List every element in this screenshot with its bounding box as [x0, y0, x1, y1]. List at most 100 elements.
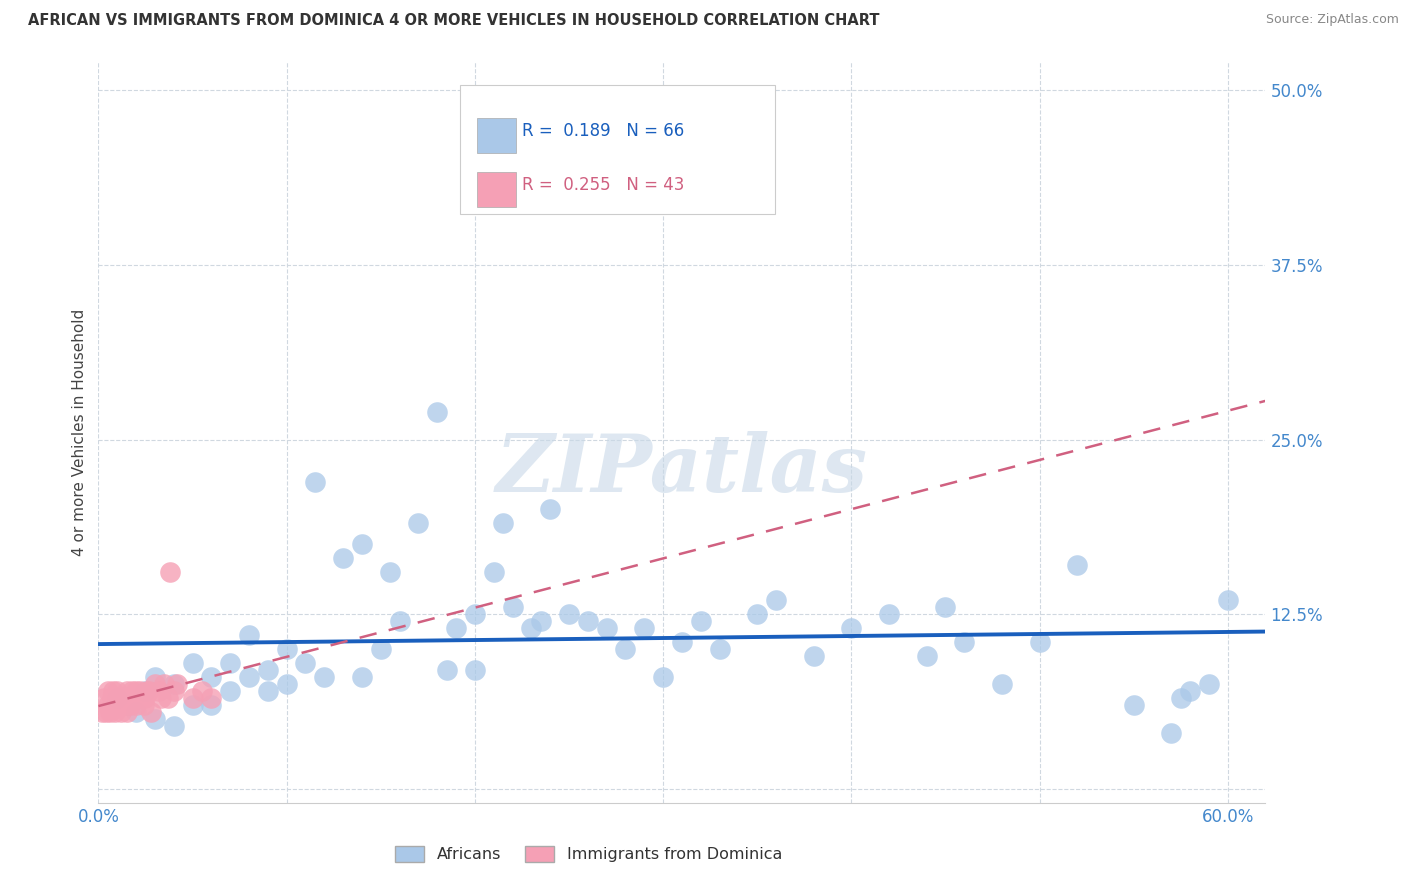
- Point: [1178, 684, 1201, 698]
- Point: [97, 684, 120, 698]
- Point: [1198, 677, 1220, 691]
- Y-axis label: 4 or more Vehicles in Household: 4 or more Vehicles in Household: [72, 309, 87, 557]
- Point: [143, 712, 166, 726]
- Point: [97, 698, 120, 712]
- FancyBboxPatch shape: [477, 172, 516, 207]
- Point: [915, 649, 938, 664]
- Point: [689, 614, 711, 628]
- Point: [122, 691, 145, 706]
- Point: [1028, 635, 1050, 649]
- Point: [103, 684, 125, 698]
- Point: [143, 670, 166, 684]
- Point: [388, 614, 411, 628]
- Point: [256, 684, 278, 698]
- Point: [127, 691, 149, 706]
- Point: [350, 537, 373, 551]
- Point: [538, 502, 561, 516]
- Point: [111, 691, 134, 706]
- Point: [148, 684, 170, 698]
- Point: [117, 691, 139, 706]
- Point: [139, 705, 162, 719]
- Point: [464, 663, 486, 677]
- Point: [163, 677, 186, 691]
- Point: [709, 642, 731, 657]
- Point: [276, 642, 298, 657]
- Point: [159, 566, 181, 580]
- Point: [1066, 558, 1088, 573]
- Point: [444, 621, 467, 635]
- Point: [153, 677, 176, 691]
- Point: [652, 670, 675, 684]
- Point: [671, 635, 693, 649]
- Point: [181, 656, 204, 670]
- Point: [595, 621, 617, 635]
- Point: [238, 628, 260, 642]
- Point: [181, 691, 204, 706]
- Point: [294, 656, 316, 670]
- Text: ZIPatlas: ZIPatlas: [496, 431, 868, 508]
- Point: [350, 670, 373, 684]
- Point: [747, 607, 769, 622]
- Point: [166, 677, 188, 691]
- Point: [238, 670, 260, 684]
- Point: [482, 566, 505, 580]
- Point: [191, 684, 214, 698]
- Point: [105, 691, 128, 706]
- Point: [125, 705, 148, 719]
- Point: [104, 705, 127, 719]
- Point: [163, 719, 186, 733]
- Point: [256, 663, 278, 677]
- Point: [125, 698, 148, 712]
- Point: [803, 649, 825, 664]
- Point: [219, 684, 242, 698]
- Point: [115, 684, 138, 698]
- Point: [200, 670, 222, 684]
- Point: [134, 691, 156, 706]
- Text: AFRICAN VS IMMIGRANTS FROM DOMINICA 4 OR MORE VEHICLES IN HOUSEHOLD CORRELATION : AFRICAN VS IMMIGRANTS FROM DOMINICA 4 OR…: [28, 13, 880, 29]
- Point: [181, 698, 204, 712]
- Text: R =  0.255   N = 43: R = 0.255 N = 43: [522, 176, 685, 194]
- Point: [839, 621, 862, 635]
- Point: [134, 684, 156, 698]
- Point: [426, 405, 449, 419]
- Point: [502, 600, 524, 615]
- Point: [108, 698, 131, 712]
- Point: [131, 691, 153, 706]
- Point: [200, 691, 222, 706]
- Text: R =  0.189   N = 66: R = 0.189 N = 66: [522, 122, 685, 140]
- Point: [143, 677, 166, 691]
- Point: [314, 670, 336, 684]
- Point: [464, 607, 486, 622]
- Point: [121, 684, 143, 698]
- FancyBboxPatch shape: [460, 85, 775, 214]
- Point: [633, 621, 655, 635]
- Legend: Africans, Immigrants from Dominica: Africans, Immigrants from Dominica: [389, 839, 789, 869]
- Point: [765, 593, 787, 607]
- Point: [1170, 691, 1192, 706]
- Point: [492, 516, 515, 531]
- Point: [1160, 726, 1182, 740]
- Point: [136, 684, 159, 698]
- Point: [408, 516, 430, 531]
- Point: [304, 475, 326, 489]
- Point: [105, 684, 128, 698]
- Point: [1122, 698, 1144, 712]
- Point: [110, 705, 132, 719]
- Point: [558, 607, 581, 622]
- Point: [114, 698, 136, 712]
- Point: [953, 635, 976, 649]
- Point: [370, 642, 392, 657]
- FancyBboxPatch shape: [477, 119, 516, 153]
- Point: [436, 663, 458, 677]
- Text: Source: ZipAtlas.com: Source: ZipAtlas.com: [1265, 13, 1399, 27]
- Point: [115, 705, 138, 719]
- Point: [149, 691, 172, 706]
- Point: [276, 677, 298, 691]
- Point: [163, 684, 186, 698]
- Point: [125, 684, 148, 698]
- Point: [120, 698, 142, 712]
- Point: [530, 614, 553, 628]
- Point: [91, 705, 114, 719]
- Point: [1216, 593, 1239, 607]
- Point: [100, 691, 122, 706]
